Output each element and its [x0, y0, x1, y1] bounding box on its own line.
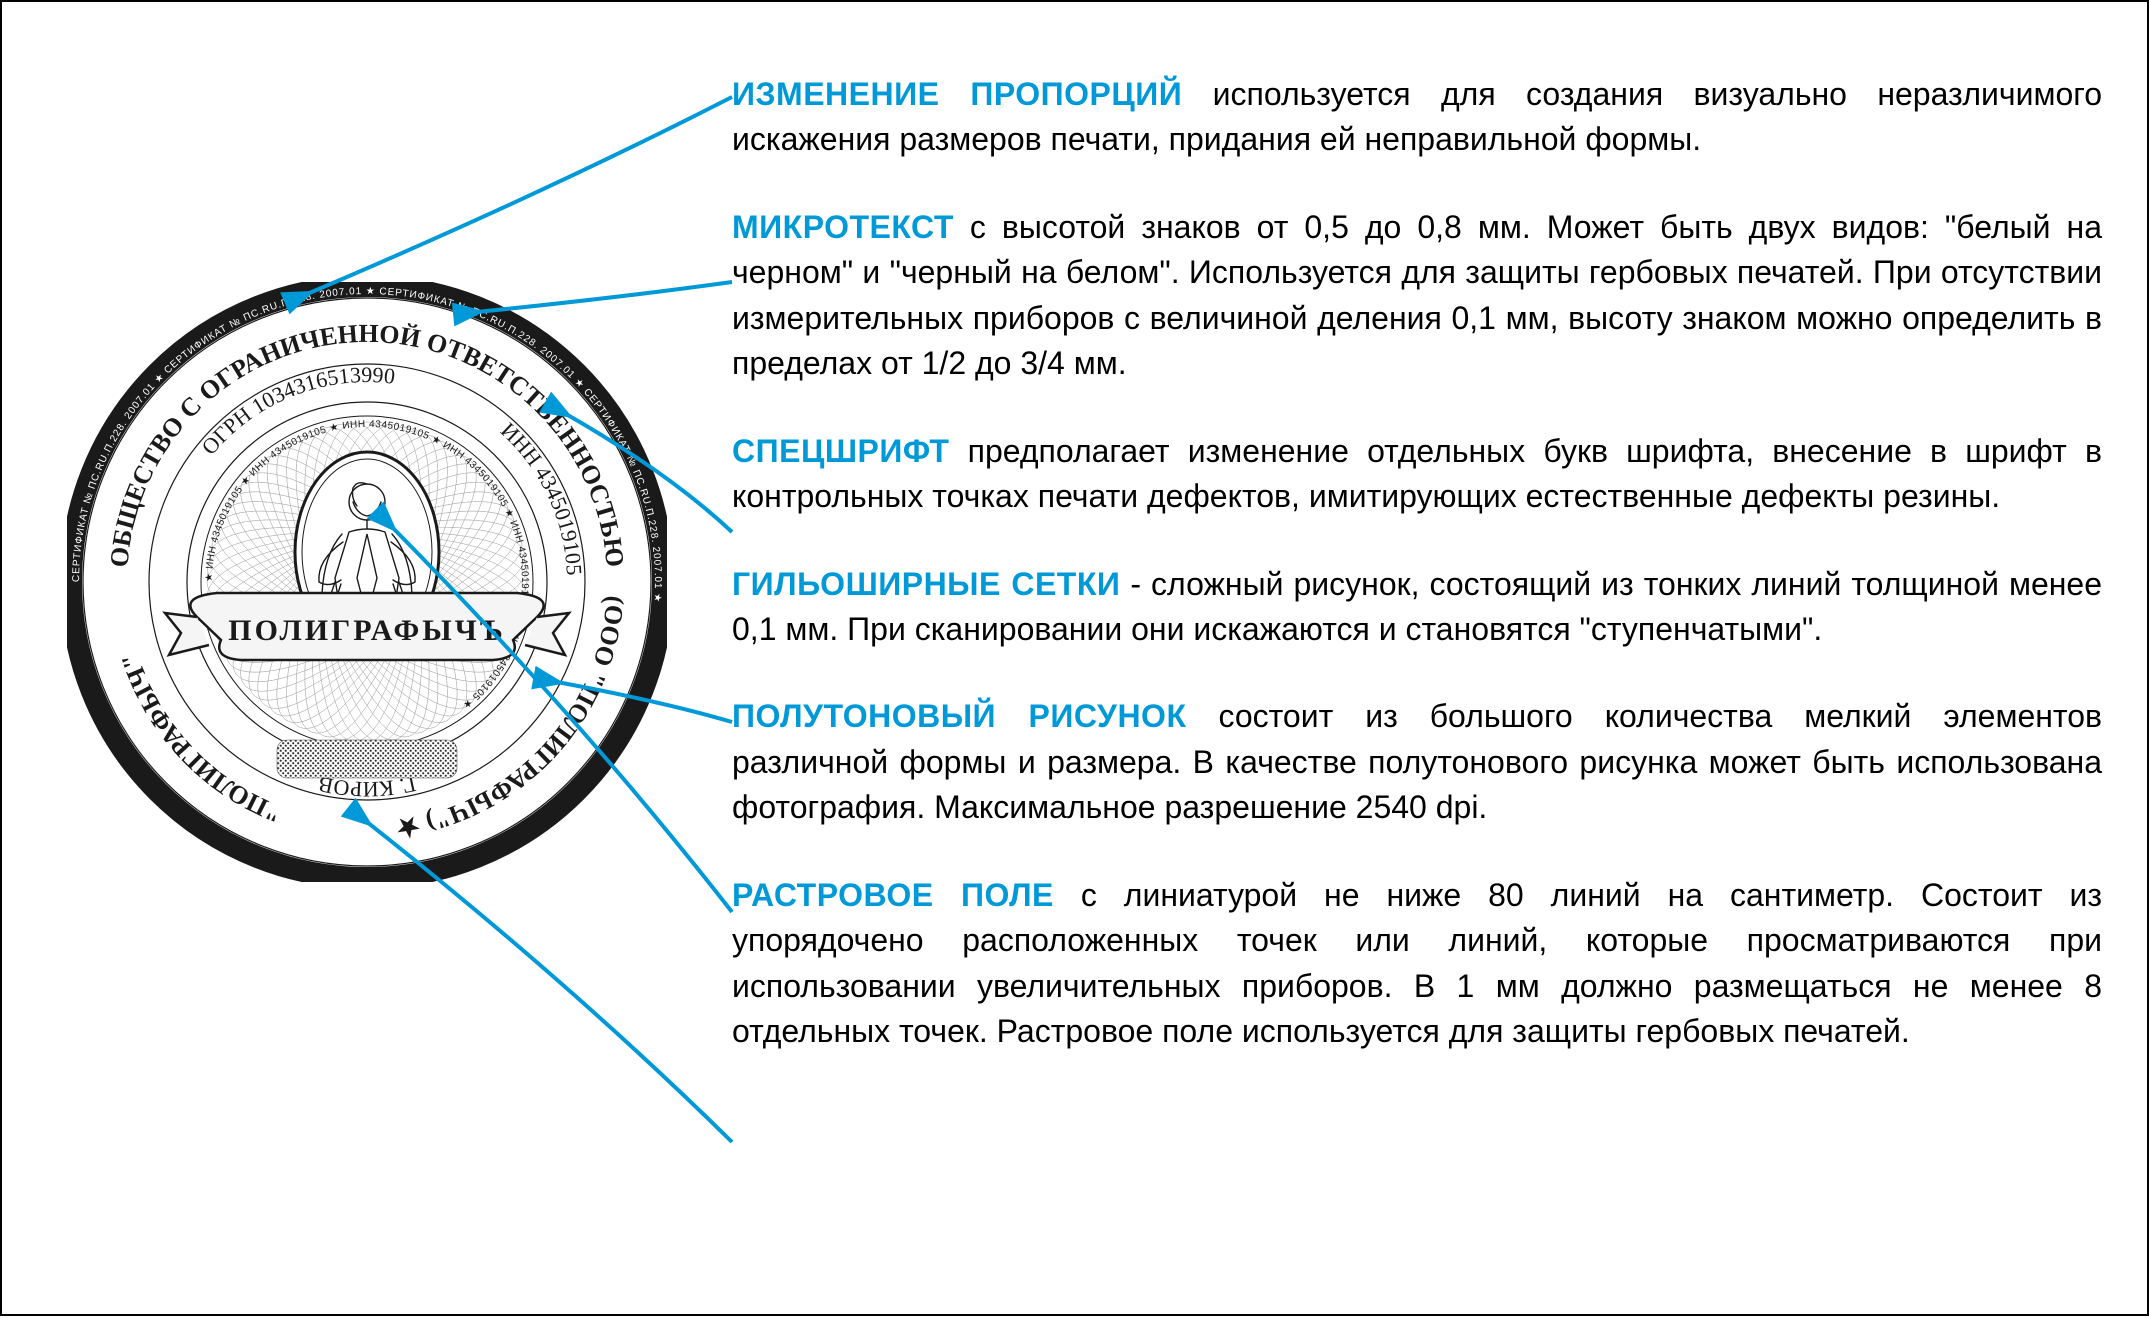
annotation-title-proportions: ИЗМЕНЕНИЕ ПРОПОРЦИЙ — [732, 76, 1182, 112]
annotation-title-halftone: ПОЛУТОНОВЫЙ РИСУНОК — [732, 698, 1186, 734]
raster-field-block — [277, 740, 457, 778]
stamp-seal: СЕРТИФИКАТ № ПС.RU.П.228. 2007.01 ★ СЕРТ… — [67, 282, 667, 882]
annotation-title-guilloche: ГИЛЬОШИРНЫЕ СЕТКИ — [732, 566, 1120, 602]
annotation-proportions: ИЗМЕНЕНИЕ ПРОПОРЦИЙ используется для соз… — [732, 72, 2102, 163]
annotation-halftone: ПОЛУТОНОВЫЙ РИСУНОК состоит из большого … — [732, 694, 2102, 830]
annotation-guilloche: ГИЛЬОШИРНЫЕ СЕТКИ - сложный рисунок, сос… — [732, 562, 2102, 653]
annotation-microtext: МИКРОТЕКСТ с высотой знаков от 0,5 до 0,… — [732, 205, 2102, 387]
ring2-right: "ПОЛИГРАФЫЧ" — [115, 650, 285, 829]
annotations-column: ИЗМЕНЕНИЕ ПРОПОРЦИЙ используется для соз… — [732, 72, 2102, 1096]
banner-text: ПОЛИГРАФЫЧЪ — [228, 614, 505, 647]
annotation-title-raster: РАСТРОВОЕ ПОЛЕ — [732, 877, 1054, 913]
svg-text:"ПОЛИГРАФЫЧ": "ПОЛИГРАФЫЧ" — [115, 650, 285, 829]
annotation-title-microtext: МИКРОТЕКСТ — [732, 209, 954, 245]
stamp-svg: СЕРТИФИКАТ № ПС.RU.П.228. 2007.01 ★ СЕРТ… — [67, 282, 667, 882]
annotation-specfont: СПЕЦШРИФТ предполагает изменение отдельн… — [732, 429, 2102, 520]
banner: ПОЛИГРАФЫЧЪ — [165, 593, 569, 660]
annotation-title-specfont: СПЕЦШРИФТ — [732, 433, 949, 469]
arrow-proportions — [307, 97, 732, 294]
annotation-raster: РАСТРОВОЕ ПОЛЕ с линиатурой не ниже 80 л… — [732, 873, 2102, 1055]
